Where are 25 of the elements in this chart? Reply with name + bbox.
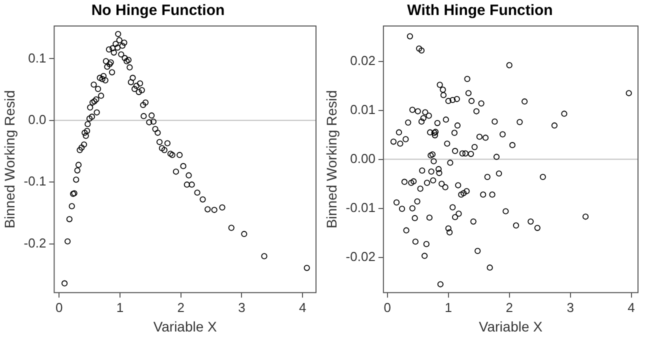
chart-title: No Hinge Function xyxy=(91,2,225,20)
y-tick-label: 0.01 xyxy=(350,102,376,117)
y-axis-title: Binned Working Resid xyxy=(323,90,340,228)
y-tick-label: 0.00 xyxy=(350,150,376,166)
y-tick-label: 0.1 xyxy=(28,50,46,66)
x-tick-label: 2 xyxy=(177,300,184,315)
y-tick-label: -0.02 xyxy=(346,248,376,264)
x-tick-label: 2 xyxy=(506,300,513,315)
x-tick-label: 4 xyxy=(298,300,306,315)
x-tick-label: 1 xyxy=(444,300,452,315)
y-tick-label: 0.0 xyxy=(28,112,46,127)
x-tick-label: 4 xyxy=(628,300,635,315)
x-tick-label: 3 xyxy=(238,300,246,315)
x-tick-label: 1 xyxy=(116,300,124,315)
x-tick-label: 3 xyxy=(566,300,574,315)
x-axis-title: Variable X xyxy=(153,318,218,334)
y-tick-label: -0.01 xyxy=(346,200,376,215)
x-axis-title: Variable X xyxy=(478,318,544,334)
x-tick-label: 0 xyxy=(55,300,63,315)
x-tick-label: 0 xyxy=(384,300,392,315)
y-tick-label: 0.02 xyxy=(350,52,376,68)
y-axis-title: Binned Working Resid xyxy=(1,90,18,228)
y-tick-label: -0.1 xyxy=(24,174,46,189)
chart-title: With Hinge Function xyxy=(407,2,553,20)
y-tick-label: -0.2 xyxy=(24,235,46,250)
